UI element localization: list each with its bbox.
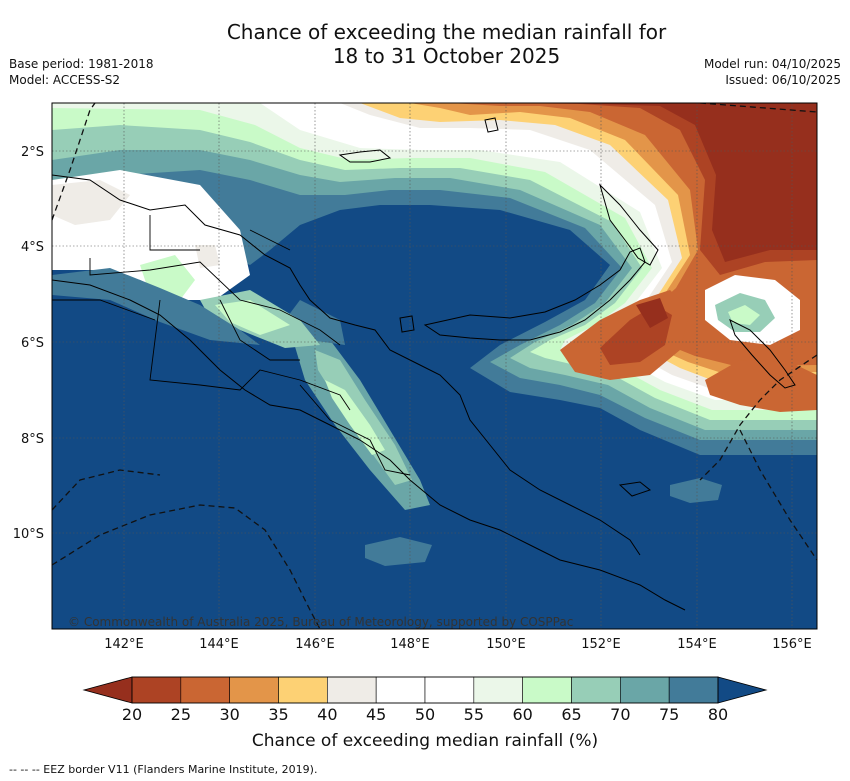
colorbar-tick-50: 50 <box>415 705 435 724</box>
lon-label-142: 142°E <box>104 637 144 652</box>
colorbar-tick-65: 65 <box>561 705 581 724</box>
colorbar-segment-45-50 <box>375 676 426 704</box>
colorbar-title: Chance of exceeding median rainfall (%) <box>251 731 599 751</box>
colorbar-tick-45: 45 <box>366 705 386 724</box>
colorbar-segment-50-55 <box>424 676 475 704</box>
colorbar-segment-40-45 <box>327 676 377 704</box>
patch-coral-sea <box>365 537 432 566</box>
colorbar-segment-25-30 <box>180 676 230 704</box>
lon-label-146: 146°E <box>295 637 335 652</box>
colorbar-tick-70: 70 <box>610 705 630 724</box>
colorbar: 20 25 30 35 40 45 50 55 60 65 70 75 80 <box>82 676 768 724</box>
issued-date: Issued: 06/10/2025 <box>725 73 841 87</box>
eez-borders <box>52 103 817 629</box>
lon-label-144: 144°E <box>199 637 239 652</box>
colorbar-tick-80: 80 <box>708 705 728 724</box>
attribution: © Commonwealth of Australia 2025, Bureau… <box>68 615 573 629</box>
colorbar-segment-70-75 <box>620 676 670 704</box>
map-title: Chance of exceeding the median rainfall … <box>0 20 850 68</box>
tongue-75 <box>285 300 345 345</box>
colorbar-segment-60-65 <box>522 676 572 704</box>
lat-label-4s: 4°S <box>21 240 44 255</box>
tongue-60 <box>325 380 385 455</box>
colorbar-tick-35: 35 <box>268 705 288 724</box>
model-run: Model run: 04/10/2025 <box>703 57 841 71</box>
lat-label-10s: 10°S <box>13 527 44 542</box>
lon-label-150: 150°E <box>486 637 526 652</box>
meta-right: Model run: 04/10/2025 Issued: 06/10/2025 <box>704 56 841 88</box>
colorbar-tick-60: 60 <box>512 705 532 724</box>
colorbar-over-arrow <box>717 676 768 704</box>
colorbar-segment-65-70 <box>571 676 621 704</box>
lon-label-152: 152°E <box>581 637 621 652</box>
colorbar-segment-30-35 <box>229 676 279 704</box>
title-line-1: Chance of exceeding the median rainfall … <box>226 20 667 44</box>
band-under-20 <box>560 103 817 262</box>
colorbar-tick-labels: 20 25 30 35 40 45 50 55 60 65 70 75 80 <box>122 705 728 724</box>
colorbar-tick-40: 40 <box>317 705 337 724</box>
axis-labels: 142°E 144°E 146°E 148°E 150°E 152°E 154°… <box>13 145 812 652</box>
map-field: © Commonwealth of Australia 2025, Bureau… <box>52 103 817 629</box>
eez-legend: -- -- -- EEZ border V11 (Flanders Marine… <box>9 763 318 776</box>
lon-label-154: 154°E <box>677 637 717 652</box>
map-frame <box>51 102 818 630</box>
province-boundaries <box>52 215 411 476</box>
colorbar-segment-55-60 <box>473 676 523 704</box>
meta-left: Base period: 1981-2018 Model: ACCESS-S2 <box>9 56 154 88</box>
wet-spot-inner <box>728 305 760 325</box>
colorbar-tick-75: 75 <box>659 705 679 724</box>
wet-strip-south-inner <box>215 300 290 335</box>
title-line-2: 18 to 31 October 2025 <box>332 44 561 68</box>
lat-label-2s: 2°S <box>21 145 44 160</box>
colorbar-segment-75-80 <box>668 676 719 704</box>
colorbar-segment-20-25 <box>131 676 182 704</box>
colorbar-frame <box>131 676 719 704</box>
lon-label-156: 156°E <box>772 637 812 652</box>
colorbar-tick-55: 55 <box>464 705 484 724</box>
model-name: Model: ACCESS-S2 <box>9 73 121 87</box>
graticule <box>52 103 817 629</box>
colorbar-segments <box>131 676 719 704</box>
colorbar-under-arrow <box>82 676 133 704</box>
dry-band-bougainville <box>705 360 817 412</box>
base-period: Base period: 1981-2018 <box>9 57 154 71</box>
colorbar-tick-30: 30 <box>219 705 239 724</box>
lat-label-6s: 6°S <box>21 336 44 351</box>
colorbar-tick-25: 25 <box>171 705 191 724</box>
colorbar-segment-35-40 <box>278 676 328 704</box>
neutral-west-gray <box>52 180 130 225</box>
dry-pocket-center <box>636 298 668 328</box>
patch-solomon-sea <box>670 478 722 503</box>
lon-label-148: 148°E <box>390 637 430 652</box>
neutral-spot-west <box>195 245 220 268</box>
colorbar-tick-20: 20 <box>122 705 142 724</box>
lat-label-8s: 8°S <box>21 432 44 447</box>
wet-strip-west <box>52 268 260 345</box>
